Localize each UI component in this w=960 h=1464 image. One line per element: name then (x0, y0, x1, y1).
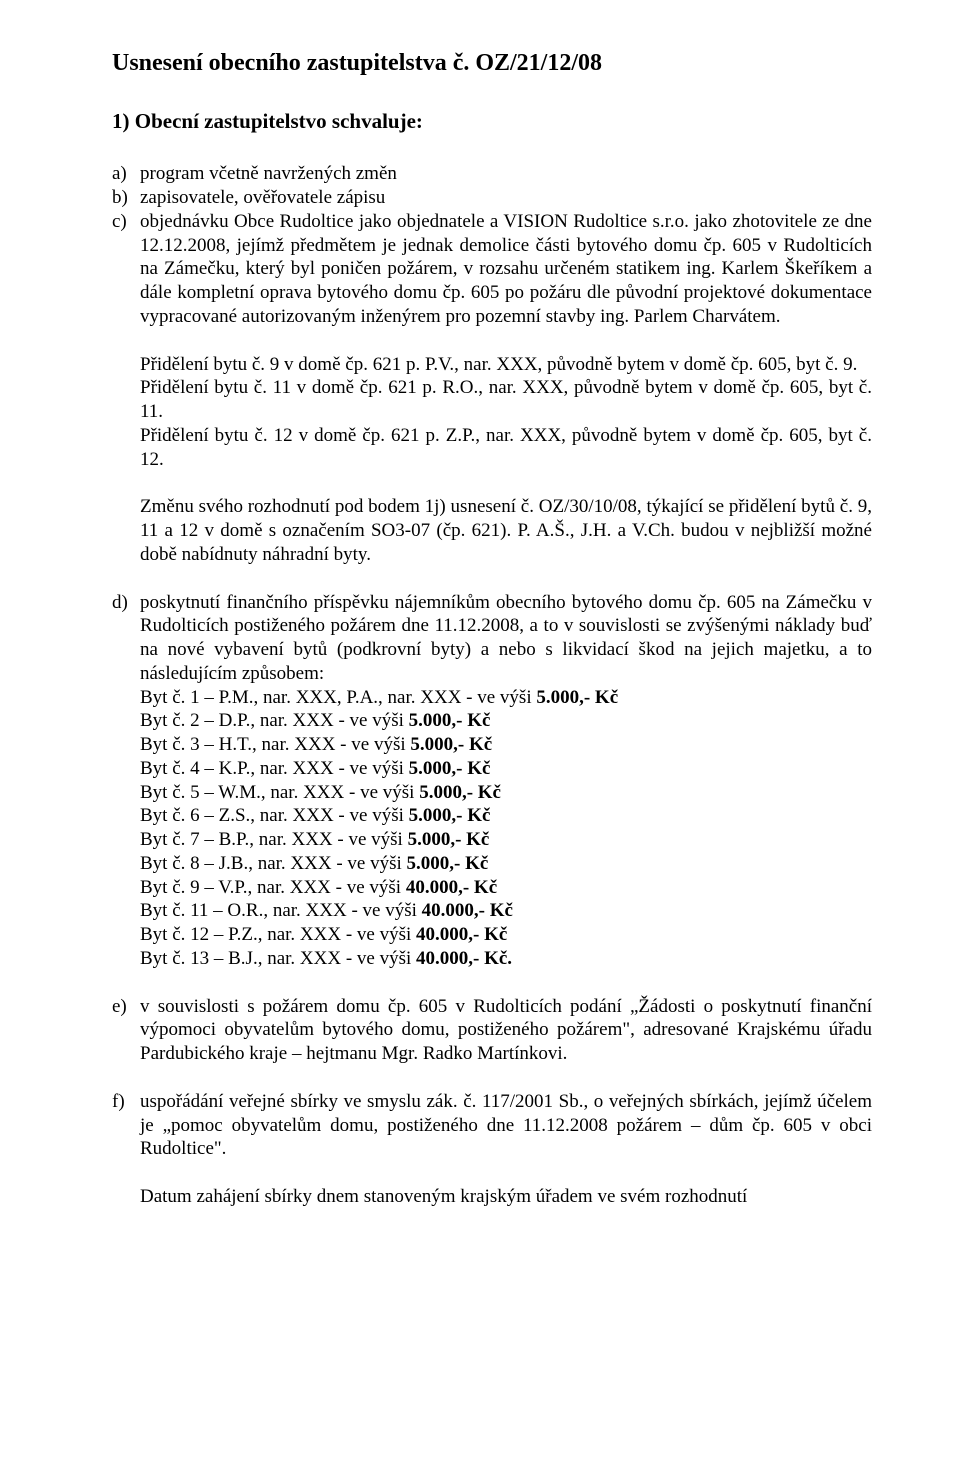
line-prefix: Byt č. 4 – K.P., nar. XXX - ve výši (140, 758, 409, 779)
item-d-line: Byt č. 2 – D.P., nar. XXX - ve výši 5.00… (140, 709, 872, 733)
line-amount: 5.000,- Kč (410, 734, 492, 755)
item-c-para5: Změnu svého rozhodnutí pod bodem 1j) usn… (140, 495, 872, 566)
item-c: c) objednávku Obce Rudoltice jako objedn… (112, 210, 872, 567)
item-a: a) program včetně navržených změn (112, 162, 872, 186)
item-d-line: Byt č. 7 – B.P., nar. XXX - ve výši 5.00… (140, 828, 872, 852)
line-amount: 40.000,- Kč (406, 877, 497, 898)
item-d-line: Byt č. 13 – B.J., nar. XXX - ve výši 40.… (140, 947, 872, 971)
item-body: objednávku Obce Rudoltice jako objednate… (140, 210, 872, 567)
line-amount: 5.000,- Kč (409, 710, 491, 731)
spacer (112, 567, 872, 591)
line-prefix: Byt č. 8 – J.B., nar. XXX - ve výši (140, 853, 407, 874)
line-amount: 5.000,- Kč (409, 805, 491, 826)
item-f-para1: uspořádání veřejné sbírky ve smyslu zák.… (140, 1090, 872, 1161)
item-d-line: Byt č. 5 – W.M., nar. XXX - ve výši 5.00… (140, 781, 872, 805)
line-prefix: Byt č. 6 – Z.S., nar. XXX - ve výši (140, 805, 409, 826)
document-title: Usnesení obecního zastupitelstva č. OZ/2… (112, 48, 872, 78)
line-amount: 40.000,- Kč. (416, 948, 512, 969)
section-1-list: a) program včetně navržených změn b) zap… (112, 162, 872, 1209)
line-prefix: Byt č. 7 – B.P., nar. XXX - ve výši (140, 829, 408, 850)
item-marker: f) (112, 1090, 140, 1114)
spacer (140, 471, 872, 495)
line-amount: 40.000,- Kč (416, 924, 507, 945)
line-prefix: Byt č. 13 – B.J., nar. XXX - ve výši (140, 948, 416, 969)
item-b: b) zapisovatele, ověřovatele zápisu (112, 186, 872, 210)
item-d-line: Byt č. 9 – V.P., nar. XXX - ve výši 40.0… (140, 876, 872, 900)
line-amount: 40.000,- Kč (422, 900, 513, 921)
item-c-para1: objednávku Obce Rudoltice jako objednate… (140, 210, 872, 329)
line-amount: 5.000,- Kč (408, 829, 490, 850)
document-page: Usnesení obecního zastupitelstva č. OZ/2… (0, 0, 960, 1233)
line-amount: 5.000,- Kč (419, 782, 501, 803)
item-marker: e) (112, 995, 140, 1019)
item-d-line: Byt č. 11 – O.R., nar. XXX - ve výši 40.… (140, 899, 872, 923)
item-d-lines: Byt č. 1 – P.M., nar. XXX, P.A., nar. XX… (140, 686, 872, 971)
item-body: zapisovatele, ověřovatele zápisu (140, 186, 872, 210)
line-amount: 5.000,- Kč (536, 687, 618, 708)
line-prefix: Byt č. 11 – O.R., nar. XXX - ve výši (140, 900, 422, 921)
item-body: poskytnutí finančního příspěvku nájemník… (140, 591, 872, 971)
line-prefix: Byt č. 3 – H.T., nar. XXX - ve výši (140, 734, 410, 755)
item-marker: c) (112, 210, 140, 234)
spacer (112, 1066, 872, 1090)
line-prefix: Byt č. 9 – V.P., nar. XXX - ve výši (140, 877, 406, 898)
item-d-line: Byt č. 4 – K.P., nar. XXX - ve výši 5.00… (140, 757, 872, 781)
section-1-heading: 1) Obecní zastupitelstvo schvaluje: (112, 108, 872, 134)
item-c-para2: Přidělení bytu č. 9 v domě čp. 621 p. P.… (140, 353, 872, 377)
item-e: e) v souvislosti s požárem domu čp. 605 … (112, 995, 872, 1066)
line-prefix: Byt č. 12 – P.Z., nar. XXX - ve výši (140, 924, 416, 945)
item-d: d) poskytnutí finančního příspěvku nájem… (112, 591, 872, 971)
line-prefix: Byt č. 1 – P.M., nar. XXX, P.A., nar. XX… (140, 687, 536, 708)
item-d-intro: poskytnutí finančního příspěvku nájemník… (140, 591, 872, 686)
item-body: v souvislosti s požárem domu čp. 605 v R… (140, 995, 872, 1066)
item-f: f) uspořádání veřejné sbírky ve smyslu z… (112, 1090, 872, 1209)
line-amount: 5.000,- Kč (407, 853, 489, 874)
item-d-line: Byt č. 3 – H.T., nar. XXX - ve výši 5.00… (140, 733, 872, 757)
spacer (140, 329, 872, 353)
item-body: uspořádání veřejné sbírky ve smyslu zák.… (140, 1090, 872, 1209)
item-f-para2: Datum zahájení sbírky dnem stanoveným kr… (140, 1185, 872, 1209)
item-d-line: Byt č. 6 – Z.S., nar. XXX - ve výši 5.00… (140, 804, 872, 828)
item-d-line: Byt č. 8 – J.B., nar. XXX - ve výši 5.00… (140, 852, 872, 876)
spacer (112, 971, 872, 995)
item-c-para3: Přidělení bytu č. 11 v domě čp. 621 p. R… (140, 376, 872, 424)
item-d-line: Byt č. 1 – P.M., nar. XXX, P.A., nar. XX… (140, 686, 872, 710)
line-amount: 5.000,- Kč (409, 758, 491, 779)
item-body: program včetně navržených změn (140, 162, 872, 186)
line-prefix: Byt č. 5 – W.M., nar. XXX - ve výši (140, 782, 419, 803)
item-d-line: Byt č. 12 – P.Z., nar. XXX - ve výši 40.… (140, 923, 872, 947)
item-c-para4: Přidělení bytu č. 12 v domě čp. 621 p. Z… (140, 424, 872, 472)
item-marker: b) (112, 186, 140, 210)
item-marker: a) (112, 162, 140, 186)
line-prefix: Byt č. 2 – D.P., nar. XXX - ve výši (140, 710, 409, 731)
item-marker: d) (112, 591, 140, 615)
spacer (140, 1161, 872, 1185)
